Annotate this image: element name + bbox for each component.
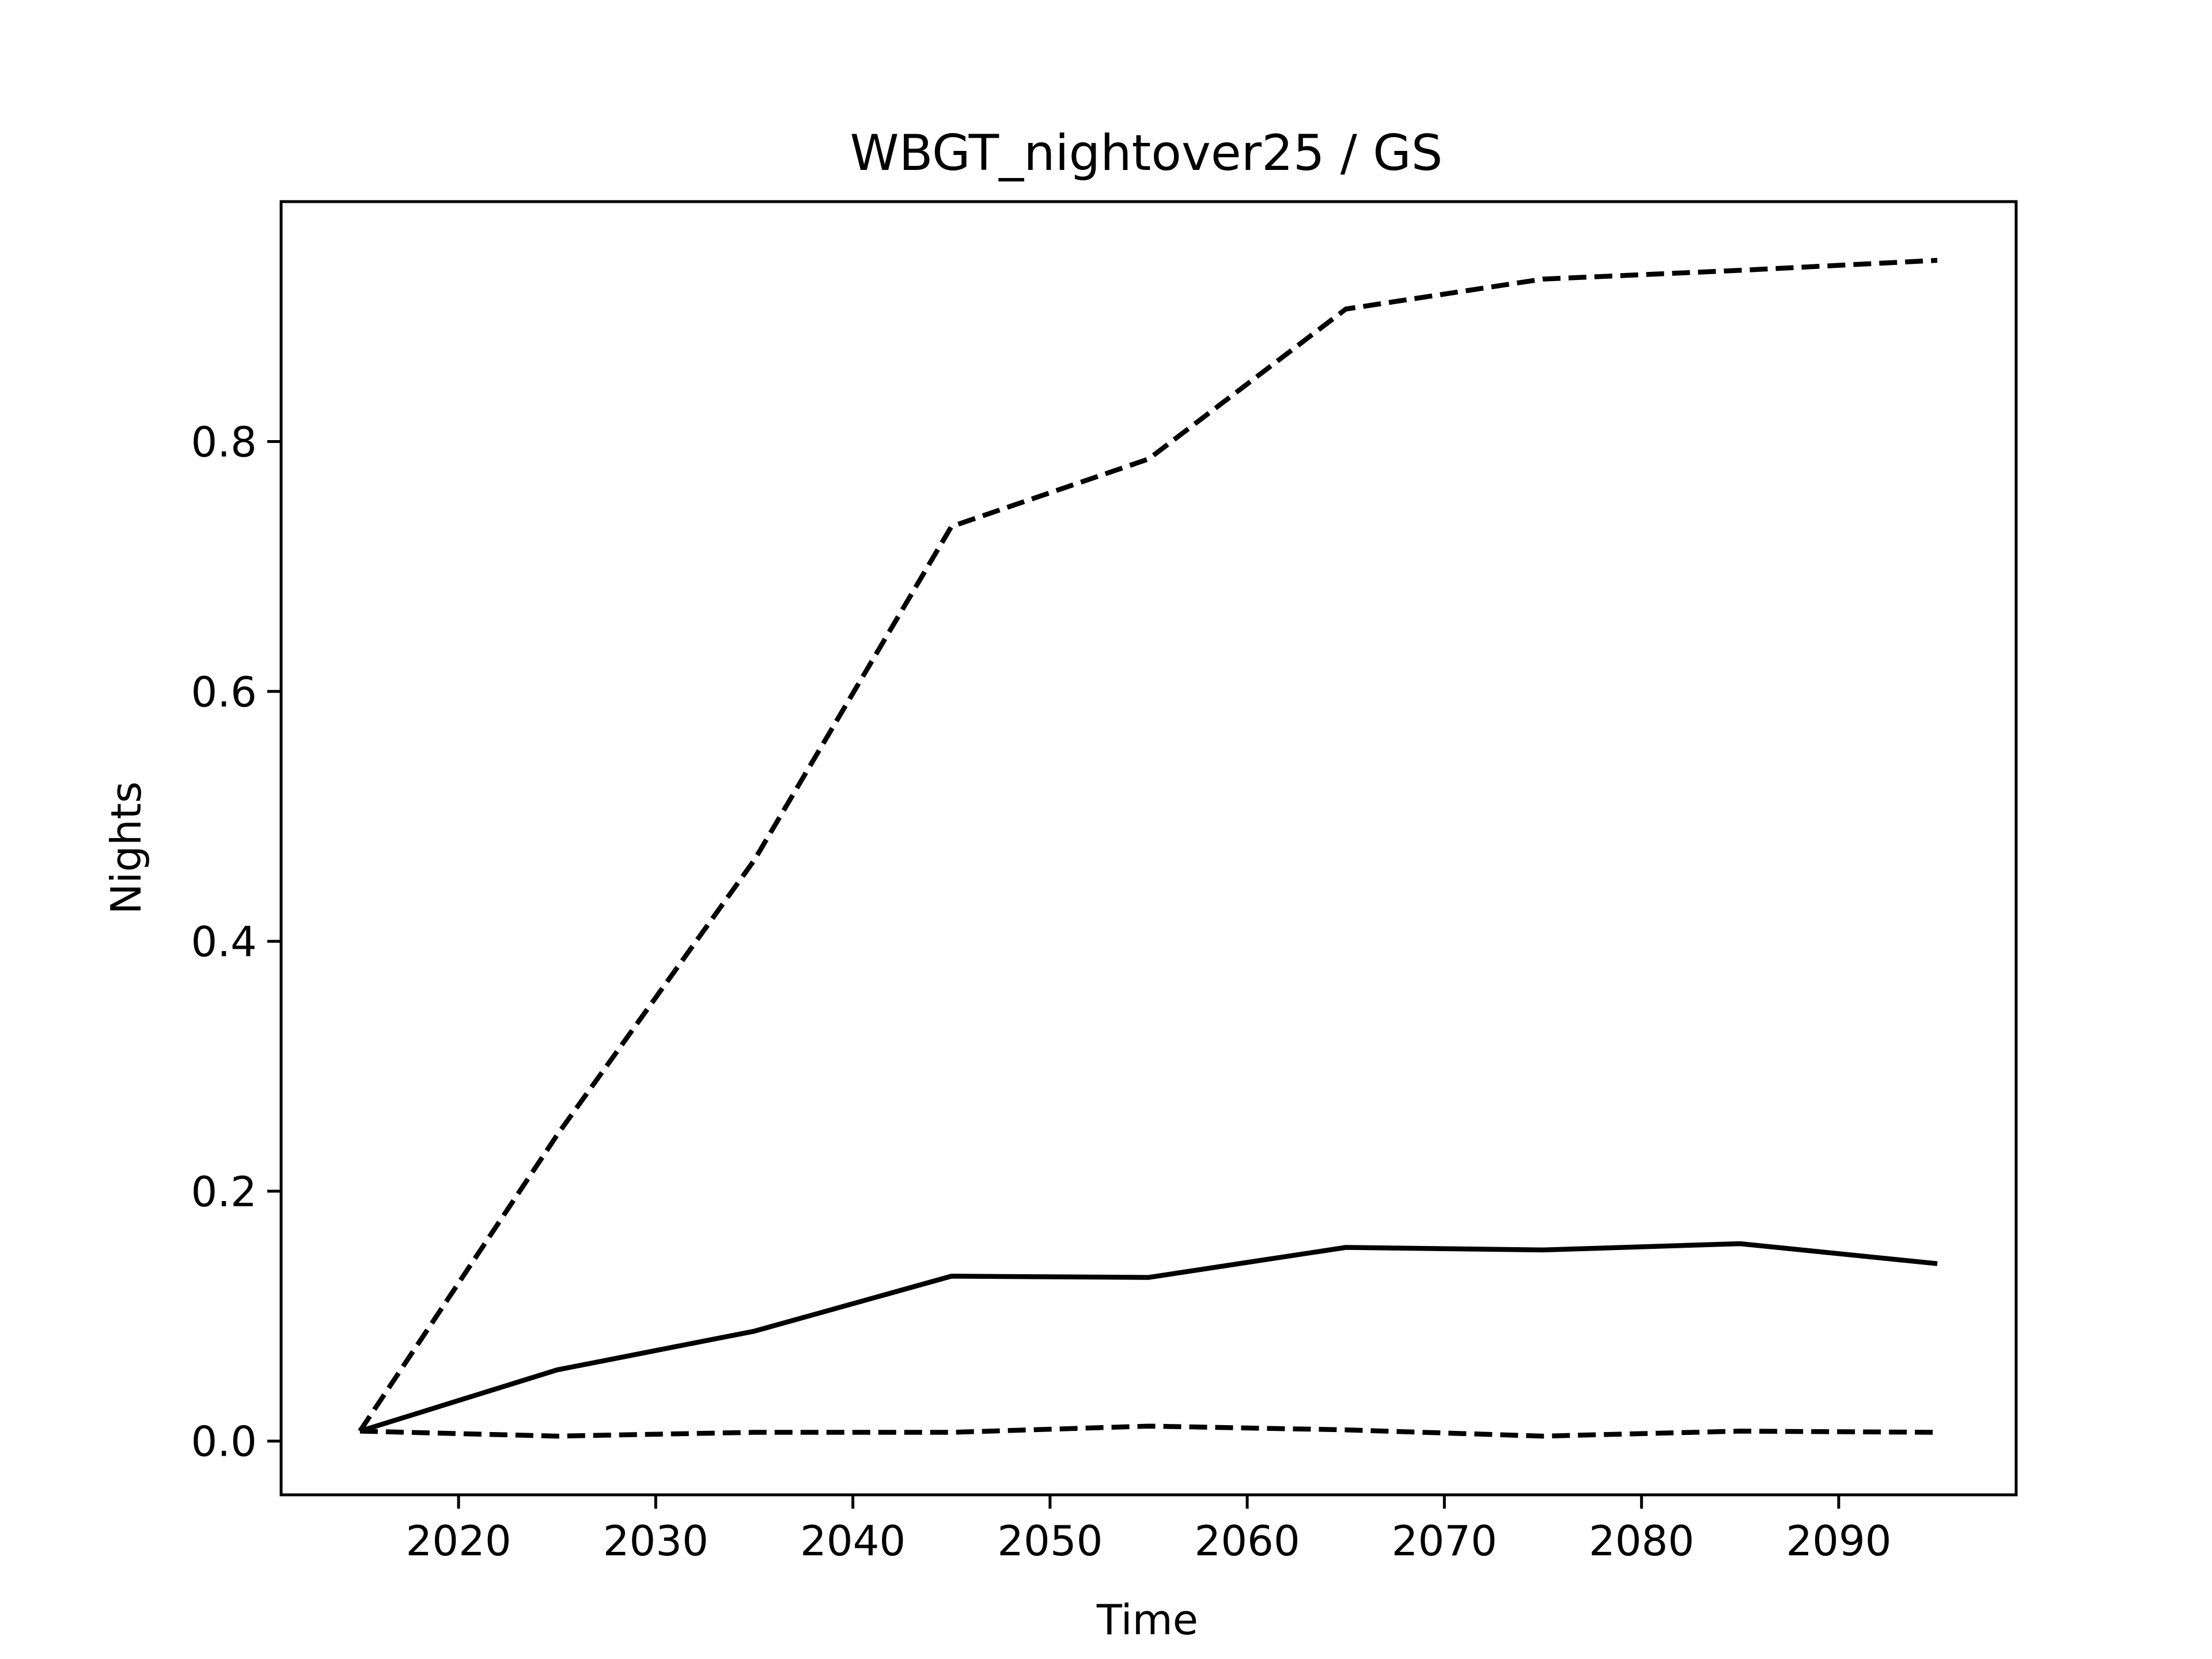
x-tick-label: 2070 — [1392, 1517, 1497, 1565]
y-tick-label: 0.0 — [191, 1418, 257, 1466]
y-tick-label: 0.4 — [191, 918, 257, 966]
y-tick-label: 0.2 — [191, 1168, 257, 1216]
y-tick-label: 0.8 — [191, 418, 257, 466]
x-tick-label: 2020 — [406, 1517, 511, 1565]
y-tick-label: 0.6 — [191, 668, 257, 716]
series-lines — [358, 257, 1938, 1439]
x-tick-label: 2040 — [800, 1517, 906, 1565]
y-axis-label: Nights — [102, 782, 150, 915]
x-axis-label: Time — [1096, 1596, 1198, 1644]
x-tick-label: 2060 — [1195, 1517, 1300, 1565]
x-tick-label: 2090 — [1786, 1517, 1891, 1565]
series-line-1 — [358, 257, 1938, 1433]
x-tick-label: 2030 — [603, 1517, 709, 1565]
axis-ticks: 2020 2030 2040 2050 2060 2070 2080 2090 0.0 0.2 0.… — [191, 418, 1891, 1565]
series-line-3 — [359, 1423, 1938, 1439]
plot-area-frame — [279, 200, 2018, 1497]
x-tick-label: 2080 — [1589, 1517, 1694, 1565]
chart-title: WBGT_nightover25 / GS — [850, 124, 1443, 182]
x-tick-label: 2050 — [997, 1517, 1103, 1565]
series-line-2 — [359, 1241, 1938, 1434]
